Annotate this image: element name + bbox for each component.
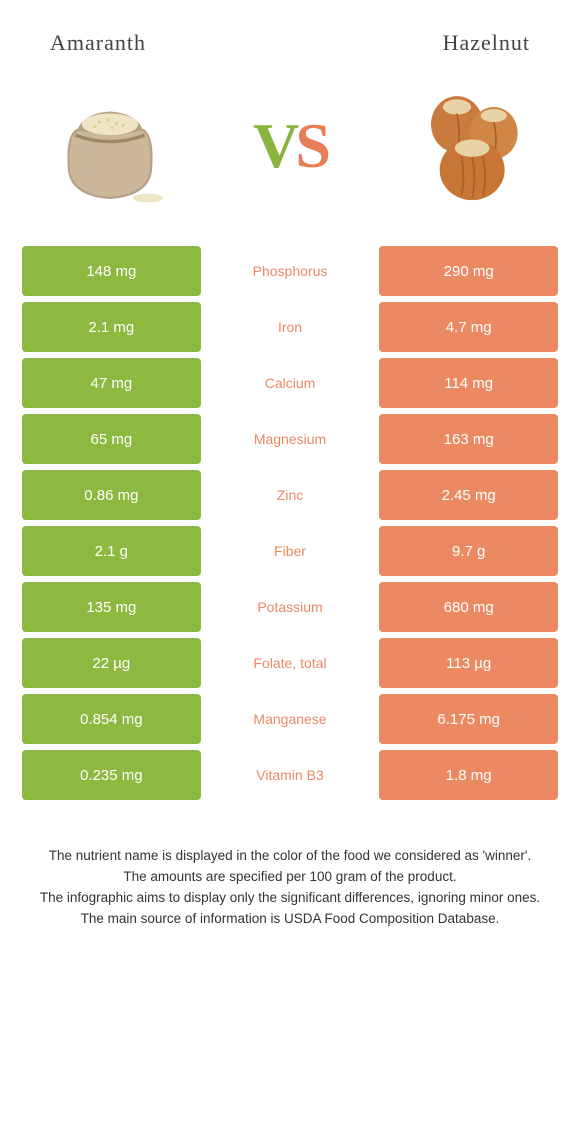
right-value-cell: 290 mg: [379, 246, 558, 296]
nutrient-label: Zinc: [201, 470, 380, 520]
table-row: 0.235 mgVitamin B31.8 mg: [22, 750, 558, 800]
table-row: 65 mgMagnesium163 mg: [22, 414, 558, 464]
comparison-table: 148 mgPhosphorus290 mg 2.1 mgIron4.7 mg 47…: [0, 246, 580, 800]
footnote-block: The nutrient name is displayed in the co…: [0, 806, 580, 950]
right-value-cell: 163 mg: [379, 414, 558, 464]
left-value-cell: 47 mg: [22, 358, 201, 408]
nutrient-label: Phosphorus: [201, 246, 380, 296]
left-value-cell: 0.86 mg: [22, 470, 201, 520]
left-value-cell: 2.1 mg: [22, 302, 201, 352]
amaranth-image: [40, 76, 180, 216]
table-row: 0.854 mgManganese6.175 mg: [22, 694, 558, 744]
footnote-line: The infographic aims to display only the…: [30, 888, 550, 909]
left-value-cell: 2.1 g: [22, 526, 201, 576]
nutrient-label: Folate, total: [201, 638, 380, 688]
right-value-cell: 1.8 mg: [379, 750, 558, 800]
left-value-cell: 148 mg: [22, 246, 201, 296]
right-value-cell: 113 µg: [379, 638, 558, 688]
vs-label: VS: [253, 109, 327, 183]
left-value-cell: 22 µg: [22, 638, 201, 688]
table-row: 0.86 mgZinc2.45 mg: [22, 470, 558, 520]
right-value-cell: 4.7 mg: [379, 302, 558, 352]
table-row: 2.1 mgIron4.7 mg: [22, 302, 558, 352]
vs-v: V: [253, 110, 295, 181]
right-value-cell: 2.45 mg: [379, 470, 558, 520]
hazelnut-image: [400, 76, 540, 216]
left-food-title: Amaranth: [50, 30, 146, 56]
table-row: 47 mgCalcium114 mg: [22, 358, 558, 408]
footnote-line: The main source of information is USDA F…: [30, 909, 550, 930]
right-value-cell: 114 mg: [379, 358, 558, 408]
right-value-cell: 9.7 g: [379, 526, 558, 576]
nutrient-label: Potassium: [201, 582, 380, 632]
table-row: 2.1 gFiber9.7 g: [22, 526, 558, 576]
footnote-line: The amounts are specified per 100 gram o…: [30, 867, 550, 888]
right-food-title: Hazelnut: [443, 30, 530, 56]
right-value-cell: 680 mg: [379, 582, 558, 632]
nutrient-label: Calcium: [201, 358, 380, 408]
left-value-cell: 0.854 mg: [22, 694, 201, 744]
table-row: 135 mgPotassium680 mg: [22, 582, 558, 632]
left-value-cell: 65 mg: [22, 414, 201, 464]
nutrient-label: Magnesium: [201, 414, 380, 464]
nutrient-label: Fiber: [201, 526, 380, 576]
right-value-cell: 6.175 mg: [379, 694, 558, 744]
nutrient-label: Iron: [201, 302, 380, 352]
table-row: 22 µgFolate, total113 µg: [22, 638, 558, 688]
left-value-cell: 0.235 mg: [22, 750, 201, 800]
table-row: 148 mgPhosphorus290 mg: [22, 246, 558, 296]
left-value-cell: 135 mg: [22, 582, 201, 632]
footnote-line: The nutrient name is displayed in the co…: [30, 846, 550, 867]
nutrient-label: Manganese: [201, 694, 380, 744]
vs-s: S: [295, 110, 327, 181]
nutrient-label: Vitamin B3: [201, 750, 380, 800]
